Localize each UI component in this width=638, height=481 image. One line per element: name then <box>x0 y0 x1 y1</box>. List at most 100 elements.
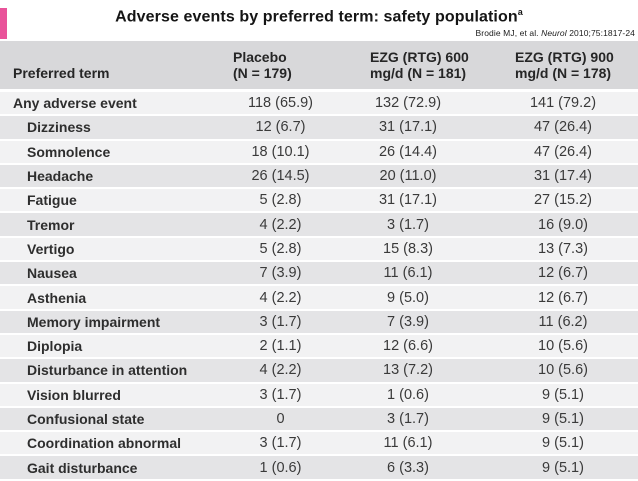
value-cell: 0 <box>276 411 285 427</box>
value-cell: 3 (1.7) <box>259 313 302 330</box>
value-cell: 3 (1.7) <box>387 216 429 233</box>
header-ezg600-line2: mg/d (N = 181) <box>370 65 467 81</box>
value-cell: 31 (17.4) <box>533 168 593 185</box>
value-cell: 7 (3.9) <box>259 265 302 282</box>
pink-accent-bar <box>0 8 7 39</box>
value-cell: 11 (6.2) <box>538 313 588 330</box>
value-cell: 47 (26.4) <box>533 119 593 136</box>
value-cell: 1 (0.6) <box>387 386 429 403</box>
term-cell: Dizziness <box>27 119 91 136</box>
table-row: Diplopia 2 (1.1) 12 (6.6) 10 (5.6) <box>0 334 638 360</box>
value-cell: 31 (17.1) <box>378 119 438 136</box>
table-row: Confusional state 0 3 (1.7) 9 (5.1) <box>0 407 638 433</box>
value-cell: 4 (2.2) <box>259 216 302 233</box>
table-rows: Any adverse event 118 (65.9) 132 (72.9) 141… <box>0 92 638 481</box>
value-cell: 12 (6.7) <box>538 265 588 282</box>
term-cell: Confusional state <box>27 411 145 427</box>
table-row: Disturbance in attention 4 (2.2) 13 (7.2) 1… <box>0 359 638 384</box>
value-cell: 27 (15.2) <box>533 192 593 209</box>
value-cell: 4 (2.2) <box>259 362 302 379</box>
value-cell: 9 (5.0) <box>387 289 429 306</box>
value-cell: 26 (14.4) <box>378 143 438 160</box>
value-cell: 11 (6.1) <box>383 435 433 452</box>
value-cell: 12 (6.7) <box>255 119 306 136</box>
value-cell: 3 (1.7) <box>259 435 302 452</box>
value-cell: 4 (2.2) <box>259 289 302 306</box>
slide-title: Adverse events by preferred term: safety… <box>0 7 638 26</box>
table-row: Asthenia 4 (2.2) 9 (5.0) 12 (6.7) <box>0 286 638 311</box>
value-cell: 9 (5.1) <box>542 386 584 403</box>
header-placebo: Placebo (N = 179) <box>233 49 328 81</box>
table-header-row: Preferred term Placebo (N = 179) EZG (RT… <box>0 41 638 92</box>
value-cell: 3 (1.7) <box>387 411 429 427</box>
term-cell: Memory impairment <box>27 313 161 330</box>
term-cell: Fatigue <box>27 192 77 209</box>
header-ezg900: EZG (RTG) 900 mg/d (N = 178) <box>515 48 614 81</box>
citation-reference: 2010;75:1817-24 <box>566 28 635 38</box>
slide-title-text: Adverse events by preferred term: safety… <box>115 8 518 26</box>
value-cell: 7 (3.9) <box>387 313 429 330</box>
table-row: Headache 26 (14.5) 20 (11.0) 31 (17.4) <box>0 164 638 190</box>
header-ezg900-line2: mg/d (N = 178) <box>515 65 612 81</box>
term-cell: Somnolence <box>27 143 111 160</box>
value-cell: 141 (79.2) <box>529 95 597 112</box>
table-row: Any adverse event 118 (65.9) 132 (72.9) 141… <box>0 92 638 117</box>
value-cell: 18 (10.1) <box>251 143 310 160</box>
term-cell: Gait disturbance <box>27 459 138 476</box>
value-cell: 12 (6.6) <box>383 338 433 355</box>
value-cell: 20 (11.0) <box>379 168 437 185</box>
term-cell: Disturbance in attention <box>27 362 188 379</box>
table-row: Tremor 4 (2.2) 3 (1.7) 16 (9.0) <box>0 213 638 238</box>
value-cell: 16 (9.0) <box>538 216 588 233</box>
header-placebo-line1: Placebo <box>233 48 287 65</box>
value-cell: 15 (8.3) <box>383 240 433 257</box>
value-cell: 118 (65.9) <box>247 95 314 112</box>
header-ezg600: EZG (RTG) 600 mg/d (N = 181) <box>360 49 469 81</box>
term-cell: Asthenia <box>27 289 87 306</box>
value-cell: 9 (5.1) <box>542 459 584 476</box>
value-cell: 9 (5.1) <box>542 435 584 452</box>
term-cell: Tremor <box>27 216 75 233</box>
table-row: Vision blurred 3 (1.7) 1 (0.6) 9 (5.1) <box>0 383 638 408</box>
adverse-events-table: Preferred term Placebo (N = 179) EZG (RT… <box>0 41 638 481</box>
table-row: Memory impairment 3 (1.7) 7 (3.9) 11 (6.2) <box>0 310 638 335</box>
value-cell: 2 (1.1) <box>259 338 302 355</box>
term-cell: Coordination abnormal <box>27 435 181 452</box>
title-footnote-marker: a <box>517 7 523 17</box>
value-cell: 3 (1.7) <box>259 386 302 403</box>
term-cell: Any adverse event <box>13 95 137 112</box>
value-cell: 5 (2.8) <box>259 240 302 257</box>
header-ezg900-line1: EZG (RTG) 900 <box>515 48 614 65</box>
header-preferred-term: Preferred term <box>13 64 110 81</box>
table-row: Somnolence 18 (10.1) 26 (14.4) 47 (26.4) <box>0 140 638 165</box>
term-cell: Vision blurred <box>27 386 121 403</box>
value-cell: 6 (3.3) <box>387 459 429 476</box>
value-cell: 1 (0.6) <box>259 459 302 476</box>
value-cell: 26 (14.5) <box>251 168 310 185</box>
header-placebo-line2: (N = 179) <box>233 65 292 81</box>
citation-authors: Brodie MJ, et al. <box>475 28 542 38</box>
value-cell: 132 (72.9) <box>374 95 442 112</box>
value-cell: 10 (5.6) <box>538 362 588 379</box>
term-cell: Diplopia <box>27 338 83 355</box>
value-cell: 13 (7.3) <box>538 240 588 257</box>
value-cell: 10 (5.6) <box>538 338 588 355</box>
table-row: Dizziness 12 (6.7) 31 (17.1) 47 (26.4) <box>0 116 638 141</box>
table-row: Nausea 7 (3.9) 11 (6.1) 12 (6.7) <box>0 262 638 287</box>
table-row: Fatigue 5 (2.8) 31 (17.1) 27 (15.2) <box>0 189 638 214</box>
value-cell: 5 (2.8) <box>259 192 302 209</box>
table-row: Coordination abnormal 3 (1.7) 11 (6.1) 9 (5… <box>0 432 638 457</box>
table-row: Gait disturbance 1 (0.6) 6 (3.3) 9 (5.1) <box>0 456 638 481</box>
citation: Brodie MJ, et al. Neurol 2010;75:1817-24 <box>476 28 635 38</box>
value-cell: 9 (5.1) <box>542 411 584 427</box>
citation-journal: Neurol <box>541 28 567 38</box>
term-cell: Headache <box>27 168 94 185</box>
value-cell: 11 (6.1) <box>383 265 433 282</box>
table-row: Vertigo 5 (2.8) 15 (8.3) 13 (7.3) <box>0 237 638 263</box>
value-cell: 31 (17.1) <box>378 192 438 209</box>
term-cell: Nausea <box>27 265 77 282</box>
term-cell: Vertigo <box>27 240 75 257</box>
value-cell: 13 (7.2) <box>383 362 433 379</box>
value-cell: 47 (26.4) <box>533 143 593 160</box>
value-cell: 12 (6.7) <box>538 289 588 306</box>
